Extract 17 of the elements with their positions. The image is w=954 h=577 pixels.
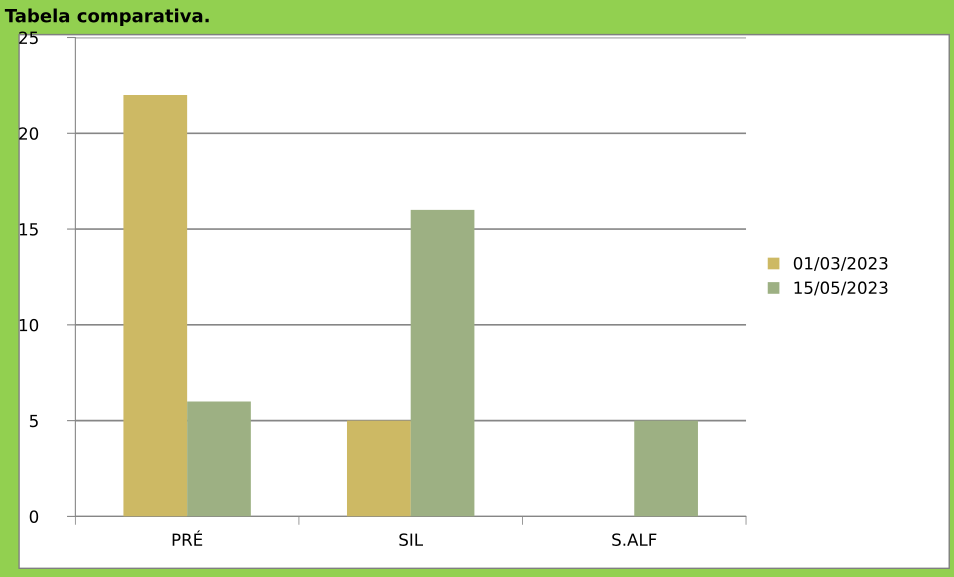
x-tick-label: SIL xyxy=(399,533,423,546)
bar xyxy=(410,210,474,516)
y-tick-label: 15 xyxy=(20,223,38,236)
y-tick-label: 20 xyxy=(19,127,38,140)
x-tick-label: S.ALF xyxy=(612,533,656,546)
bar xyxy=(123,94,188,516)
bar xyxy=(346,420,411,516)
y-tick-label: 0 xyxy=(30,510,38,523)
bar xyxy=(187,401,251,516)
legend-label: 15/05/2023 xyxy=(794,281,888,296)
y-tick-label: 5 xyxy=(30,414,38,428)
bar xyxy=(634,420,698,516)
x-tick-label: PRÉ xyxy=(172,530,202,546)
legend-label: 01/03/2023 xyxy=(794,256,888,271)
y-tick-label: 10 xyxy=(20,318,38,332)
chart-title: Tabela comparativa. xyxy=(4,8,209,26)
y-tick-label: 25 xyxy=(19,31,38,44)
